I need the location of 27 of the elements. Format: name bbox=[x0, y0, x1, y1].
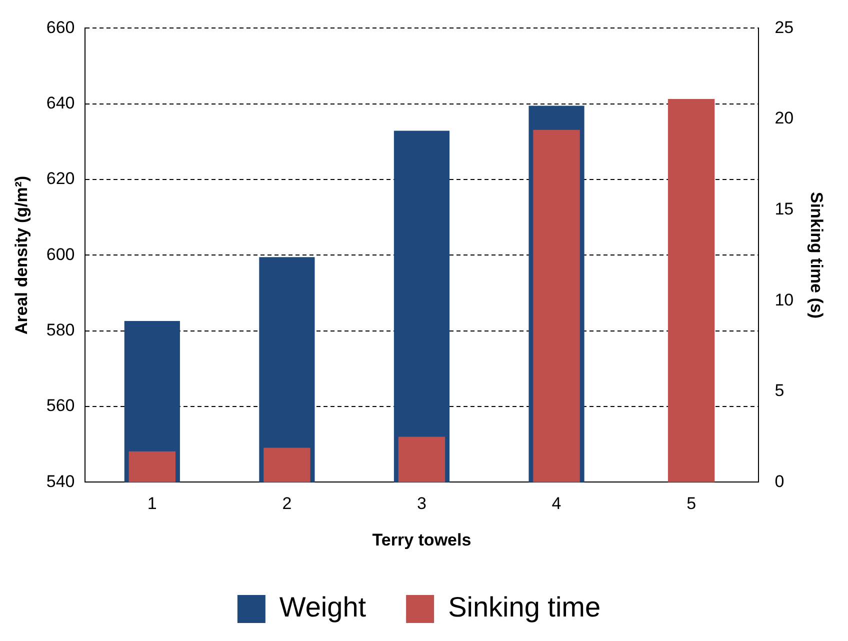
y-tick-label: 540 bbox=[46, 472, 75, 491]
y2-tick-label: 10 bbox=[774, 290, 794, 310]
bar bbox=[668, 99, 715, 482]
y-tick-label: 580 bbox=[46, 320, 75, 340]
bar bbox=[264, 448, 310, 482]
y-tick-label: 640 bbox=[46, 94, 75, 113]
y2-tick-label: 15 bbox=[774, 199, 794, 218]
y-axis-title: Areal density (g/m²) bbox=[12, 176, 31, 335]
y-tick-label: 620 bbox=[46, 169, 75, 188]
y2-tick-label: 25 bbox=[774, 18, 794, 37]
y2-tick-label: 0 bbox=[774, 472, 784, 491]
legend-label: Weight bbox=[279, 592, 366, 623]
y-tick-label: 560 bbox=[46, 396, 75, 416]
legend-label: Sinking time bbox=[448, 592, 601, 623]
x-tick-label: 1 bbox=[147, 494, 157, 514]
bar bbox=[128, 451, 176, 482]
x-tick-label: 2 bbox=[282, 494, 292, 514]
y-tick-label: 600 bbox=[46, 244, 75, 264]
y2-tick-label: 5 bbox=[774, 381, 784, 400]
y2-axis-title: Sinking time (s) bbox=[807, 192, 826, 318]
x-tick-label: 3 bbox=[416, 494, 426, 514]
y-tick-label: 660 bbox=[46, 18, 75, 37]
bar bbox=[398, 436, 446, 482]
y2-tick-label: 20 bbox=[774, 108, 794, 128]
x-tick-label: 4 bbox=[552, 494, 562, 514]
x-tick-label: 5 bbox=[686, 494, 696, 514]
x-axis-title: Terry towels bbox=[372, 530, 472, 550]
